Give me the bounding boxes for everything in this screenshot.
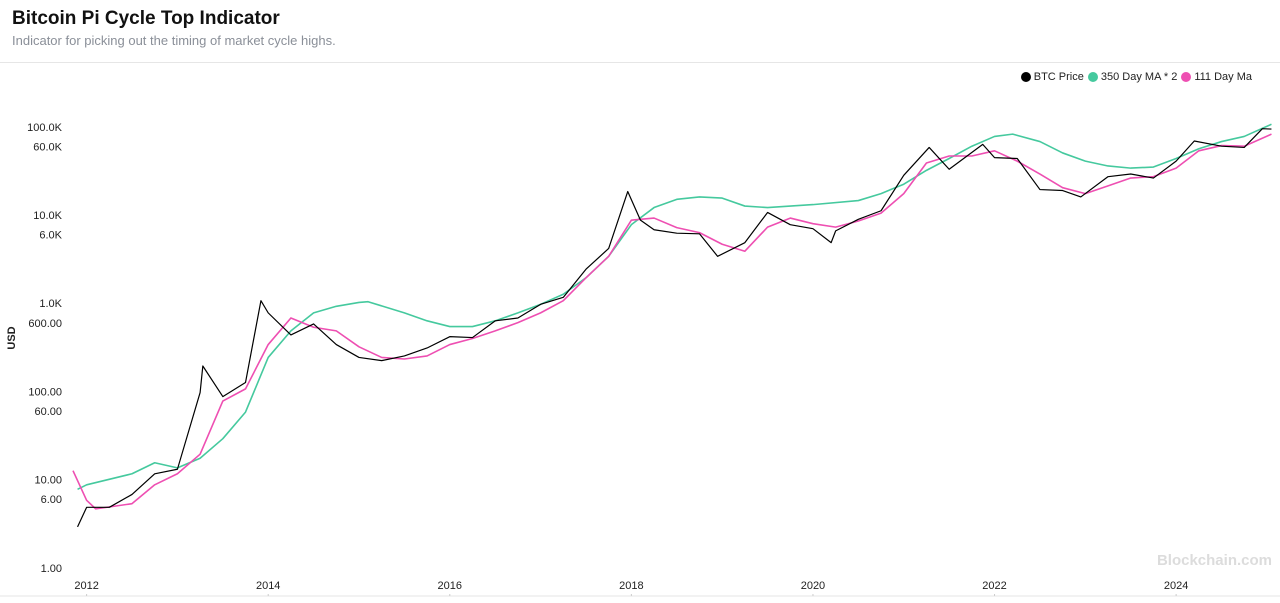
y-tick-label: 1.00: [41, 563, 62, 575]
legend-item[interactable]: BTC Price: [1020, 71, 1084, 83]
y-tick-label: 100.0K: [27, 122, 63, 134]
x-tick-label: 2014: [256, 580, 280, 592]
x-tick-label: 2012: [74, 580, 98, 592]
x-tick-label: 2016: [438, 580, 462, 592]
y-tick-label: 60.00: [34, 406, 62, 418]
y-tick-label: 6.0K: [39, 230, 62, 242]
y-tick-label: 60.0K: [33, 141, 62, 153]
x-tick-label: 2024: [1164, 580, 1188, 592]
x-tick-label: 2020: [801, 580, 825, 592]
watermark: Blockchain.com: [1156, 552, 1272, 569]
header: Bitcoin Pi Cycle Top Indicator Indicator…: [12, 8, 336, 48]
chart-subtitle: Indicator for picking out the timing of …: [12, 33, 336, 48]
legend: BTC Price 350 Day MA * 2 111 Day Ma: [1020, 71, 1252, 83]
series-line: [72, 133, 1272, 510]
legend-item[interactable]: 111 Day Ma: [1181, 71, 1252, 83]
y-axis-label: USD: [6, 326, 18, 349]
y-tick-label: 600.00: [28, 318, 62, 330]
series-line: [77, 123, 1272, 491]
y-tick-label: 10.00: [34, 475, 62, 487]
legend-label: 111 Day Ma: [1194, 71, 1252, 83]
legend-label: 350 Day MA * 2: [1100, 71, 1178, 83]
x-tick-label: 2018: [619, 580, 643, 592]
y-tick-label: 100.00: [28, 386, 62, 398]
y-tick-label: 10.0K: [33, 210, 62, 222]
y-tick-label: 6.00: [41, 494, 62, 506]
y-tick-label: 1.0K: [39, 298, 62, 310]
legend-swatch: [1020, 72, 1031, 82]
legend-swatch: [1181, 72, 1192, 82]
legend-swatch: [1087, 72, 1098, 82]
series-line: [76, 128, 1272, 528]
chart-title: Bitcoin Pi Cycle Top Indicator: [12, 8, 280, 29]
x-tick-label: 2022: [982, 580, 1006, 592]
separator: [0, 62, 1280, 63]
legend-label: BTC Price: [1033, 71, 1084, 83]
legend-item[interactable]: 350 Day MA * 2: [1087, 71, 1178, 83]
